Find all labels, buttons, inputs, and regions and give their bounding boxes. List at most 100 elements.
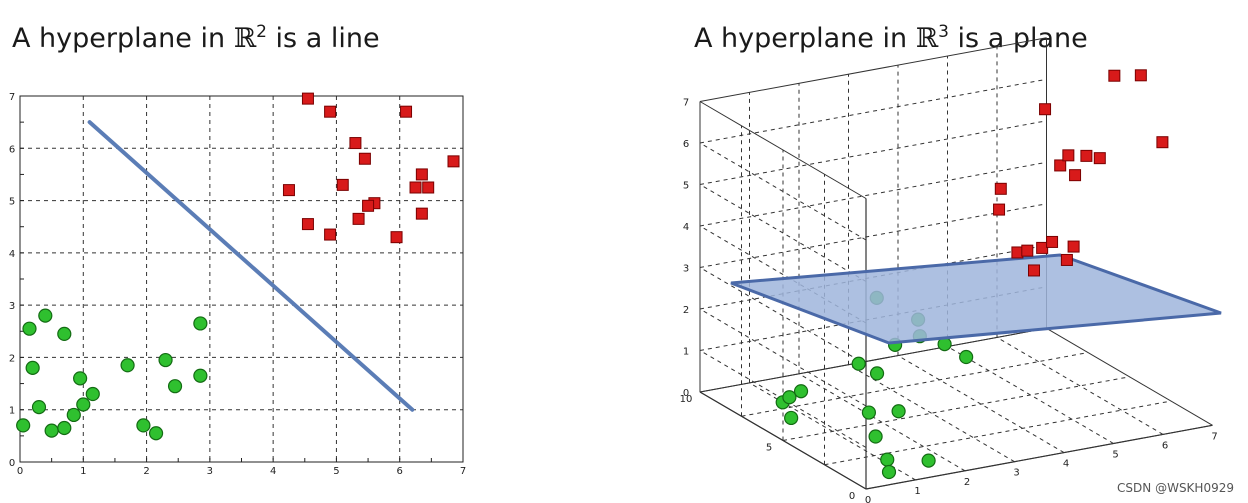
y-tick-label: 0 — [849, 491, 855, 502]
red-square-point — [336, 178, 349, 191]
x-tick-label: 7 — [1211, 431, 1217, 442]
y-tick-label: 5 — [9, 197, 15, 208]
x-tick-label: 6 — [1162, 440, 1168, 451]
green-circle-point — [869, 366, 885, 381]
green-circle-point — [861, 405, 877, 420]
grid-line — [699, 308, 867, 407]
hyperplane-plane — [730, 253, 1222, 345]
red-square-point — [324, 228, 337, 241]
y-tick-label: 10 — [680, 394, 693, 405]
red-square-point — [324, 105, 337, 118]
red-square-point — [993, 203, 1006, 216]
x-tick-label: 7 — [460, 466, 466, 477]
left-title-exp: 2 — [256, 22, 267, 42]
z-tick-label: 7 — [683, 98, 689, 109]
x-tick-label: 4 — [1063, 459, 1069, 470]
red-square-point — [1134, 69, 1147, 82]
left-title-pre: A hyperplane in — [12, 23, 234, 54]
red-square-point — [1028, 264, 1040, 277]
x-tick-label: 2 — [143, 466, 149, 477]
y-tick-label: 4 — [9, 249, 15, 260]
z-tick-label: 0 — [683, 388, 689, 399]
green-circle-point — [66, 407, 81, 423]
z-tick-label: 6 — [683, 139, 689, 150]
z-tick-label: 3 — [683, 264, 689, 275]
green-circle-point — [22, 321, 37, 336]
x-tick-label: 0 — [17, 466, 23, 477]
green-circle-point — [193, 368, 208, 383]
red-square-point — [409, 181, 422, 194]
green-circle-point — [120, 358, 135, 373]
green-circle-point — [891, 404, 906, 419]
red-square-point — [301, 218, 314, 231]
green-circle-point — [921, 453, 936, 468]
grid-line — [699, 120, 1047, 185]
red-square-point — [1067, 240, 1080, 253]
red-square-point — [358, 152, 371, 165]
z-tick-label: 4 — [683, 222, 689, 233]
z-tick-label: 5 — [683, 181, 689, 192]
y-tick-label: 2 — [9, 353, 15, 364]
x-axis — [865, 424, 1213, 490]
right-chart-title: A hyperplane in ℝ3 is a plane — [694, 22, 1088, 54]
green-circle-point — [76, 397, 91, 412]
x-tick-label: 5 — [333, 466, 339, 477]
y-tick-label: 7 — [9, 92, 15, 103]
right-title-pre: A hyperplane in — [694, 23, 916, 54]
x-tick-label: 3 — [1013, 468, 1019, 479]
red-square-point — [1062, 149, 1075, 162]
grid-line — [782, 376, 1130, 441]
green-circle-point — [38, 308, 53, 323]
green-circle-point — [782, 390, 797, 405]
green-circle-point — [136, 418, 151, 433]
green-circle-point — [959, 349, 974, 365]
red-square-point — [362, 199, 375, 212]
green-circle-point — [148, 426, 164, 441]
x-tick-label: 0 — [865, 495, 871, 503]
red-square-point — [1108, 69, 1121, 82]
green-circle-point — [193, 316, 208, 331]
red-square-point — [1069, 169, 1082, 182]
green-circle-point — [57, 326, 72, 341]
grid-line — [699, 267, 867, 365]
green-circle-point — [784, 410, 799, 426]
grid-line — [699, 37, 1047, 102]
green-circle-point — [167, 379, 183, 394]
x-tick-label: 1 — [914, 486, 920, 497]
x-tick-label: 1 — [80, 466, 86, 477]
grid-line — [699, 142, 867, 241]
grid-line — [699, 327, 1047, 393]
grid-line — [996, 336, 1164, 435]
y-tick-label: 6 — [9, 144, 15, 155]
x-tick-label: 2 — [964, 477, 970, 488]
grid-line — [798, 373, 966, 472]
x-tick-label: 6 — [397, 466, 403, 477]
y-tick-label: 5 — [766, 443, 772, 454]
red-square-point — [282, 184, 295, 197]
red-square-point — [415, 168, 428, 181]
y-axis — [699, 391, 867, 490]
grid-line — [848, 364, 1015, 463]
green-circle-point — [158, 352, 173, 368]
x-tick-label: 3 — [207, 466, 213, 477]
watermark: CSDN @WSKH0929 — [1117, 481, 1234, 495]
x-tick-label: 4 — [270, 466, 276, 477]
red-square-point — [1060, 253, 1073, 266]
y-tick-label: 1 — [9, 406, 15, 417]
y-tick-label: 3 — [9, 301, 15, 312]
red-square-point — [390, 231, 403, 244]
green-circle-point — [881, 464, 897, 480]
left-title-post: is a line — [266, 23, 380, 54]
green-circle-point — [868, 429, 883, 444]
green-circle-point — [25, 360, 40, 375]
z-tick-label: 2 — [683, 305, 689, 316]
red-square-point — [1039, 103, 1052, 116]
red-square-point — [1054, 159, 1067, 172]
red-square-point — [994, 182, 1007, 195]
red-square-point — [1093, 152, 1106, 165]
x-tick-label: 5 — [1112, 450, 1118, 461]
red-square-point — [352, 212, 365, 225]
grid-line — [699, 78, 1047, 144]
